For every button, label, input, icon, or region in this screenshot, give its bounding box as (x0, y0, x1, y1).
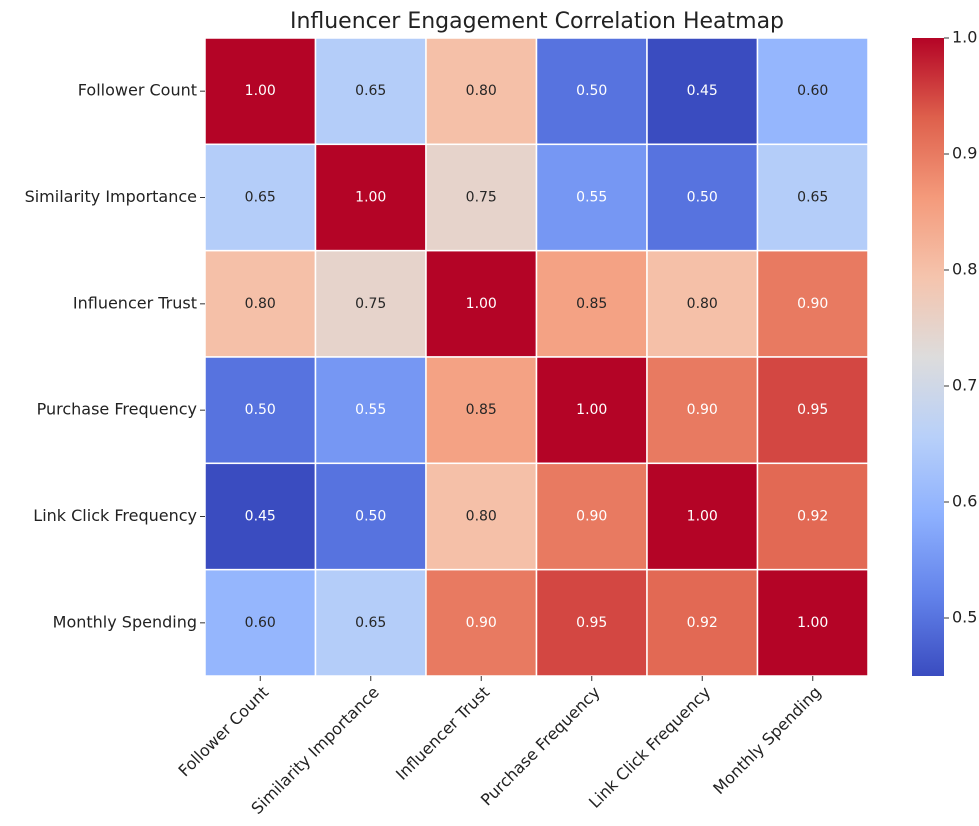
y-tick-label: Link Click Frequency (33, 506, 197, 525)
cell-label: 0.80 (466, 83, 497, 99)
colorbar-tick-label: 0.9 (952, 144, 977, 163)
cell-label: 1.00 (245, 83, 276, 99)
cell-label: 1.00 (687, 509, 718, 525)
cell-label: 0.85 (466, 402, 497, 418)
y-tick-label: Follower Count (78, 81, 197, 100)
cell-label: 0.92 (687, 615, 718, 631)
heatmap-cell (425, 462, 538, 571)
cell-label: 0.65 (797, 190, 828, 206)
heatmap-cell (204, 568, 317, 677)
cell-label: 0.80 (245, 296, 276, 312)
heatmap-cell (756, 143, 869, 252)
heatmap-cell (535, 37, 648, 146)
cell-label: 0.55 (355, 402, 386, 418)
colorbar-tick-label: 0.8 (952, 260, 977, 279)
cell-label: 0.90 (687, 402, 718, 418)
cell-label: 0.65 (245, 190, 276, 206)
cell-label: 1.00 (466, 296, 497, 312)
cell-label: 0.90 (466, 615, 497, 631)
heatmap-cell (535, 462, 648, 571)
y-tick-label: Purchase Frequency (37, 400, 197, 419)
cell-label: 0.80 (466, 509, 497, 525)
colorbar-tick-label: 0.6 (952, 492, 977, 511)
cell-label: 1.00 (797, 615, 828, 631)
x-tick-label: Purchase Frequency (477, 683, 604, 810)
cell-label: 1.00 (576, 402, 607, 418)
heatmap-cell (204, 356, 317, 465)
cell-label: 1.00 (355, 190, 386, 206)
cell-label: 0.50 (355, 509, 386, 525)
chart-title: Influencer Engagement Correlation Heatma… (290, 9, 784, 34)
colorbar-tick-label: 0.7 (952, 376, 977, 395)
cell-label: 0.95 (576, 615, 607, 631)
heatmap-cell (535, 143, 648, 252)
cell-label: 0.50 (245, 402, 276, 418)
heatmap-cell (425, 37, 538, 146)
heatmap-cell (204, 462, 317, 571)
cell-label: 0.85 (576, 296, 607, 312)
colorbar-tick-label: 0.5 (952, 608, 977, 627)
cell-label: 0.95 (797, 402, 828, 418)
x-tick-label: Follower Count (175, 683, 273, 781)
cell-label: 0.60 (797, 83, 828, 99)
heatmap-cell (756, 249, 869, 358)
cell-label: 0.75 (466, 190, 497, 206)
colorbar (912, 38, 944, 676)
heatmap-cell (756, 37, 869, 146)
cell-label: 0.75 (355, 296, 386, 312)
cell-label: 0.90 (576, 509, 607, 525)
colorbar-tick-label: 1.0 (952, 28, 977, 47)
heatmap-cell (756, 356, 869, 465)
heatmap-cell (646, 356, 759, 465)
heatmap-cell (204, 37, 317, 146)
heatmap-cell (425, 356, 538, 465)
x-tick-label: Influencer Trust (392, 683, 493, 784)
heatmap-cell (646, 249, 759, 358)
cell-label: 0.92 (797, 509, 828, 525)
heatmap-cell (314, 356, 427, 465)
heatmap-cell (756, 568, 869, 677)
x-tick-label: Similarity Importance (247, 683, 382, 818)
heatmap-cell (646, 462, 759, 571)
heatmap-cell (314, 143, 427, 252)
y-tick-label: Influencer Trust (73, 293, 197, 312)
heatmap-cell (314, 249, 427, 358)
cell-label: 0.50 (576, 83, 607, 99)
heatmap-cell (535, 249, 648, 358)
cell-label: 0.60 (245, 615, 276, 631)
heatmap-cell (646, 568, 759, 677)
cell-label: 0.50 (687, 190, 718, 206)
cell-label: 0.45 (245, 509, 276, 525)
heatmap-cell (314, 37, 427, 146)
cell-label: 0.45 (687, 83, 718, 99)
cell-label: 0.90 (797, 296, 828, 312)
heatmap-cell (535, 356, 648, 465)
cell-label: 0.80 (687, 296, 718, 312)
y-tick-label: Similarity Importance (25, 187, 197, 206)
x-tick-label: Link Click Frequency (585, 683, 714, 812)
x-tick-label: Monthly Spending (709, 683, 825, 799)
cell-label: 0.65 (355, 83, 386, 99)
heatmap-cell (756, 462, 869, 571)
cell-label: 0.55 (576, 190, 607, 206)
cell-label: 0.65 (355, 615, 386, 631)
y-tick-label: Monthly Spending (53, 612, 197, 631)
